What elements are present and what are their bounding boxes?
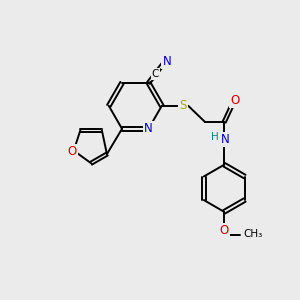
Text: O: O bbox=[68, 145, 77, 158]
Text: N: N bbox=[162, 55, 171, 68]
Text: N: N bbox=[221, 133, 230, 146]
Text: CH₃: CH₃ bbox=[243, 229, 262, 239]
Text: N: N bbox=[144, 122, 153, 135]
Text: O: O bbox=[230, 94, 239, 107]
Text: O: O bbox=[220, 224, 229, 237]
Text: C: C bbox=[152, 69, 159, 79]
Text: S: S bbox=[179, 99, 187, 112]
Text: H: H bbox=[211, 132, 219, 142]
